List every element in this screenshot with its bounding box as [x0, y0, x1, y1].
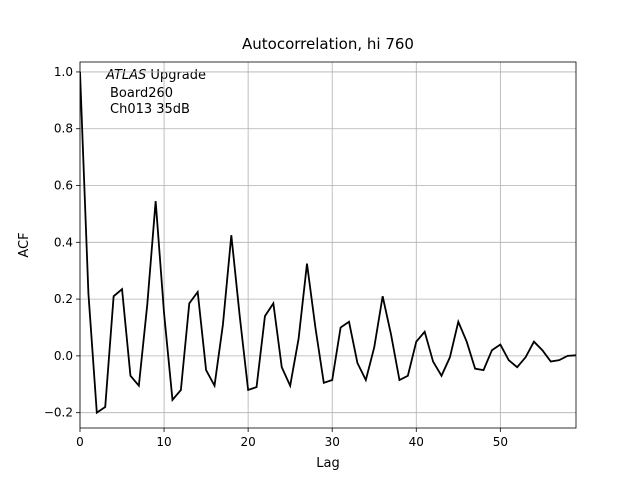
annotation-line: Ch013 35dB [110, 102, 190, 117]
y-axis-label: ACF [17, 232, 32, 257]
annotation: ATLAS Upgrade [105, 68, 206, 83]
x-tick-label: 40 [409, 435, 424, 449]
y-tick-label: 1.0 [54, 65, 73, 79]
annotation-experiment: ATLAS [105, 68, 146, 83]
y-tick-label: 0.2 [54, 292, 73, 306]
x-tick-label: 50 [493, 435, 508, 449]
x-tick-label: 30 [325, 435, 340, 449]
chart-title: Autocorrelation, hi 760 [242, 35, 414, 53]
y-tick-label: 0.4 [54, 235, 73, 249]
y-tick-label: 0.8 [54, 122, 73, 136]
plot-frame [79, 61, 577, 429]
annotation-line: Upgrade [150, 68, 206, 83]
x-tick-label: 20 [240, 435, 255, 449]
x-tick-label: 10 [156, 435, 171, 449]
annotation-line: Board260 [110, 86, 173, 101]
y-tick-label: −0.2 [44, 406, 73, 420]
data-line [80, 71, 576, 415]
x-axis-label: Lag [316, 456, 339, 471]
x-tick-label: 0 [76, 435, 84, 449]
y-tick-label: 0.0 [54, 349, 73, 363]
y-tick-label: 0.6 [54, 179, 73, 193]
